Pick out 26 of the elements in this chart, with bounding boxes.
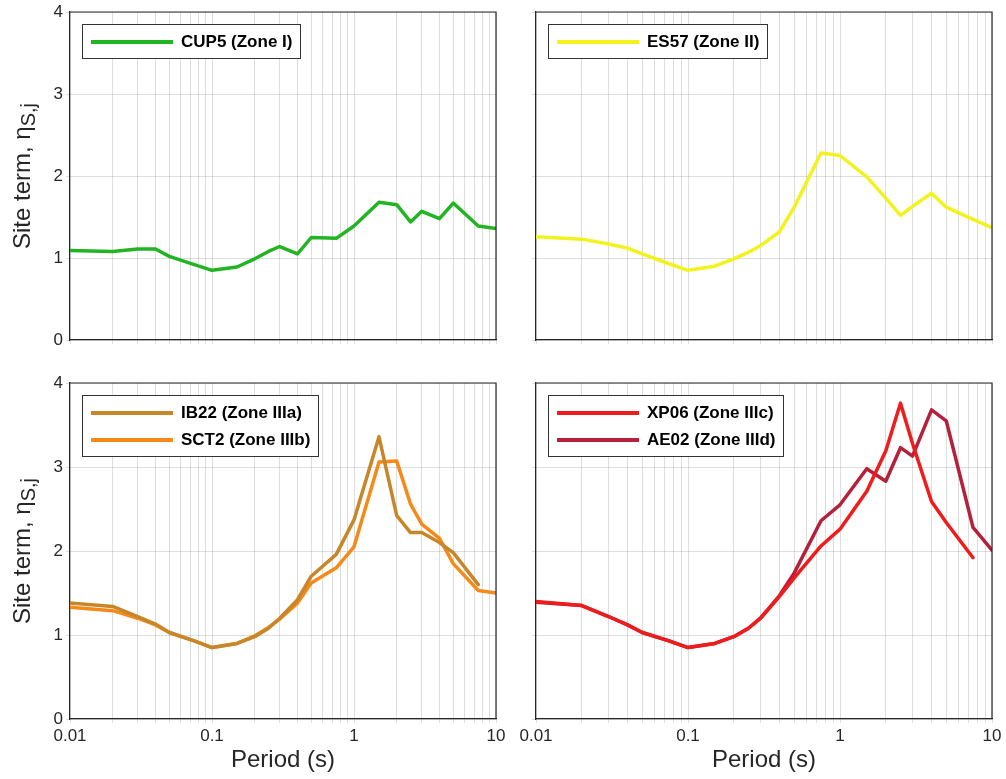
x-tick-label: 1 — [835, 725, 845, 745]
legend-label: ES57 (Zone II) — [647, 31, 760, 52]
x-axis-title: Period (s) — [711, 745, 817, 773]
legend-label: CUP5 (Zone I) — [181, 31, 293, 52]
x-axis-title: Period (s) — [230, 745, 336, 773]
y-tick-label: 3 — [53, 456, 63, 476]
legend-label: AE02 (Zone IIId) — [647, 429, 776, 450]
y-tick-label: 3 — [53, 83, 63, 103]
y-tick-label: 0 — [53, 329, 63, 349]
x-tick-label: 1 — [349, 725, 359, 745]
x-tick-label: 10 — [486, 725, 506, 745]
y-tick-label: 4 — [53, 1, 63, 21]
x-tick-label: 0.1 — [676, 725, 700, 745]
x-tick-label: 0.01 — [519, 725, 553, 745]
legend-label: SCT2 (Zone IIIb) — [181, 429, 311, 450]
y-tick-label: 1 — [53, 247, 63, 267]
y-tick-label: 4 — [53, 372, 63, 392]
legend-label: XP06 (Zone IIIc) — [647, 402, 774, 423]
y-tick-label: 1 — [53, 624, 63, 644]
y-tick-label: 2 — [53, 165, 63, 185]
y-tick-label: 0 — [53, 708, 63, 728]
x-tick-label: 0.1 — [200, 725, 224, 745]
y-tick-label: 2 — [53, 540, 63, 560]
x-tick-label: 10 — [982, 725, 1002, 745]
x-tick-label: 0.01 — [53, 725, 87, 745]
legend-label: IB22 (Zone IIIa) — [181, 402, 302, 423]
